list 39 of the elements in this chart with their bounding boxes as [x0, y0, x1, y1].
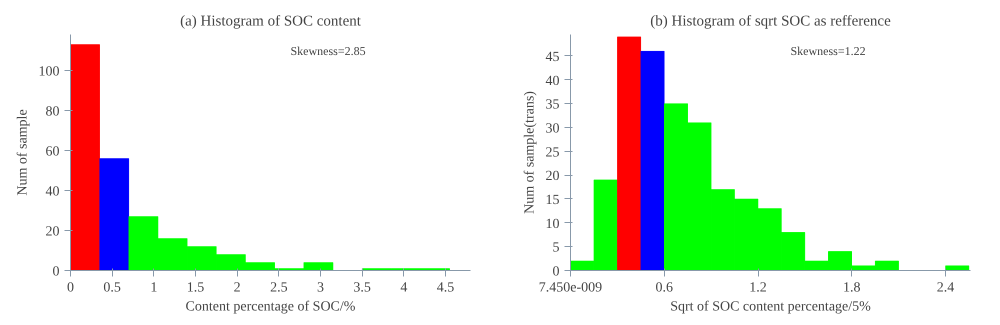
- y-tick-label: 40: [46, 184, 60, 200]
- y-tick-label: 45: [546, 50, 560, 65]
- chart-title: (b) Histogram of sqrt SOC as refference: [650, 14, 892, 30]
- y-axis-title: Num of sample: [16, 109, 30, 196]
- y-tick-label: 0: [52, 264, 60, 280]
- y-tick-label: 80: [46, 104, 60, 120]
- x-tick-label: 2: [234, 280, 241, 296]
- x-tick-label: 0.5: [103, 280, 121, 296]
- x-tick-label: 4: [400, 280, 408, 296]
- x-tick-label: 2.5: [270, 280, 288, 296]
- y-tick-label: 20: [46, 224, 60, 240]
- x-axis-title: Content percentage of SOC/%: [186, 300, 356, 314]
- y-tick-label: 10: [546, 216, 560, 232]
- x-tick-label: 2.4: [936, 280, 954, 296]
- x-tick-label: 3.5: [353, 280, 371, 296]
- x-tick-label: 4.5: [436, 280, 454, 296]
- annotation: Skewness=2.85: [290, 44, 366, 58]
- y-tick-label: 20: [546, 169, 560, 184]
- y-tick-label: 100: [38, 64, 60, 80]
- x-axis-title: Sqrt of SOC content percentage/5%: [670, 300, 872, 314]
- y-tick-label: 5: [552, 240, 560, 256]
- x-tick-label: 0.6: [656, 280, 673, 296]
- x-tick-label: 1: [150, 280, 158, 296]
- y-tick-label: 40: [546, 74, 560, 89]
- x-tick-label: 1.2: [749, 280, 767, 296]
- y-tick-label: 25: [546, 145, 560, 160]
- x-tick-label: 3: [317, 280, 324, 296]
- y-axis-title: Num of sample(trans): [522, 90, 538, 214]
- x-tick-label: 0: [67, 280, 74, 296]
- y-tick-label: 60: [46, 144, 60, 160]
- y-tick-label: 30: [546, 121, 560, 136]
- y-tick-label: 15: [546, 192, 560, 208]
- chart-title: (a) Histogram of SOC content: [180, 14, 362, 30]
- x-tick-label: 7.450e-009: [538, 280, 602, 296]
- y-tick-label: 0: [552, 264, 560, 280]
- x-tick-label: 1.5: [186, 280, 204, 296]
- annotation: Skewness=1.22: [790, 44, 866, 58]
- x-tick-label: 1.8: [843, 280, 860, 296]
- y-tick-label: 35: [546, 98, 560, 113]
